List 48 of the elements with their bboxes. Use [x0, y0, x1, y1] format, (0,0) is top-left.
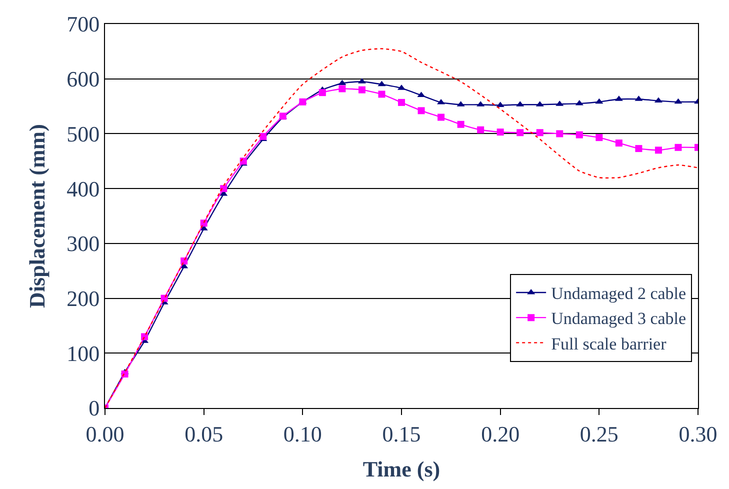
point	[378, 90, 386, 98]
x-tick-label: 0.15	[382, 421, 421, 446]
y-tick-label: 200	[66, 286, 100, 311]
point	[615, 140, 622, 147]
point	[496, 128, 504, 136]
x-tick-label: 0.30	[678, 421, 718, 446]
y-axis-title: Displacement (mm)	[24, 124, 50, 308]
y-tick-label: 400	[66, 176, 100, 202]
point	[378, 80, 386, 86]
point	[338, 85, 346, 92]
point	[438, 114, 445, 121]
point	[417, 92, 426, 98]
x-axis-title: Time (s)	[362, 456, 440, 482]
x-tick-label: 0.10	[283, 421, 322, 446]
legend-label: Full scale barrier	[551, 334, 667, 354]
y-tick-label: 700	[66, 12, 100, 37]
y-tick-label: 100	[66, 340, 100, 366]
point	[596, 134, 603, 142]
point	[635, 145, 642, 152]
point	[674, 144, 682, 151]
y-tick-label: 500	[66, 121, 100, 146]
y-tick-label: 300	[66, 231, 100, 256]
x-tick-label: 0.05	[184, 421, 224, 446]
point	[654, 146, 662, 154]
point	[595, 98, 604, 104]
point	[674, 98, 682, 104]
y-tick-label: 0	[88, 396, 100, 421]
point	[240, 158, 247, 165]
x-tick-label: 0.25	[580, 421, 618, 446]
point	[398, 98, 405, 106]
point	[457, 120, 464, 128]
x-tick-label: 0.00	[86, 421, 124, 446]
x-tick-label: 0.20	[481, 421, 520, 446]
point	[556, 130, 564, 138]
point	[318, 89, 326, 96]
point	[200, 220, 208, 227]
point	[536, 129, 544, 136]
point	[121, 370, 128, 378]
point	[418, 107, 425, 114]
y-tick-label: 600	[66, 66, 100, 92]
point	[220, 185, 228, 192]
legend-label: Undamaged 2 cable	[551, 284, 686, 304]
point	[516, 129, 524, 136]
point	[358, 86, 366, 94]
point	[576, 131, 583, 138]
legend-label: Undamaged 3 cable	[551, 309, 686, 328]
point	[260, 132, 267, 140]
point	[477, 126, 484, 134]
